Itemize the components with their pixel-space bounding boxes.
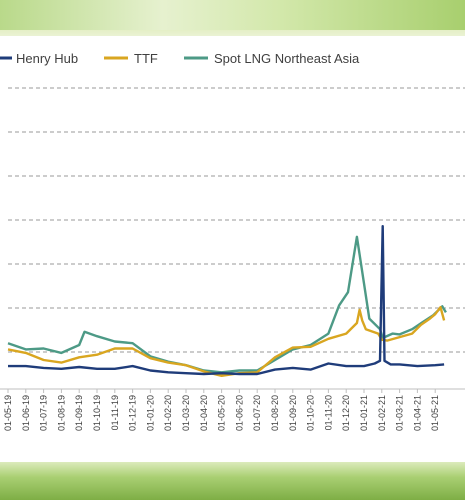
x-tick-label: 01-02-21 [377,395,387,431]
x-tick-label: 01-11-19 [110,395,120,430]
x-tick-label: 01-08-19 [56,395,66,431]
x-tick-label: 01-10-20 [306,395,316,431]
x-tick-label: 01-11-20 [323,395,333,430]
series-line-ttf [7,306,446,377]
x-tick-label: 01-05-19 [3,395,13,431]
x-tick-label: 01-07-19 [39,395,49,431]
legend-label: Spot LNG Northeast Asia [214,51,360,66]
x-tick-label: 01-01-20 [145,395,155,431]
background-bottom-strip [0,462,465,500]
x-tick-label: 01-09-19 [74,395,84,431]
x-tick-label: 01-12-19 [128,395,138,431]
x-tick-label: 01-05-21 [430,395,440,431]
x-tick-label: 01-04-21 [412,395,422,431]
x-tick-label: 01-04-20 [199,395,209,431]
x-tick-label: 01-02-20 [163,395,173,431]
chart-svg: Henry Hub TTF Spot LNG Northeast Asia 01-05… [0,51,465,431]
legend-label: TTF [134,51,158,66]
x-tick-label: 01-05-20 [217,395,227,431]
series-line-spot-lng-northeast-asia [7,235,447,374]
legend-label: Henry Hub [16,51,78,66]
x-tick-label: 01-10-19 [92,395,102,431]
x-tick-label: 01-09-20 [288,395,298,431]
legend-item-spot-lng-northeast-asia: Spot LNG Northeast Asia [184,51,360,66]
x-tick-label: 01-06-19 [21,395,31,431]
x-tick-label: 01-07-20 [252,395,262,431]
x-tick-label: 01-06-20 [234,395,244,431]
series-line-henry-hub [8,225,445,376]
chart-panel: Henry Hub TTF Spot LNG Northeast Asia 01-05… [0,36,465,462]
legend-item-ttf: TTF [104,51,158,66]
x-tick-label: 01-03-21 [395,395,405,431]
x-tick-label: 01-03-20 [181,395,191,431]
background-top-strip [0,0,465,30]
x-tick-label: 01-08-20 [270,395,280,431]
x-tick-label: 01-01-21 [359,395,369,431]
x-tick-label: 01-12-20 [341,395,351,431]
legend-item-henry-hub: Henry Hub [0,51,78,66]
